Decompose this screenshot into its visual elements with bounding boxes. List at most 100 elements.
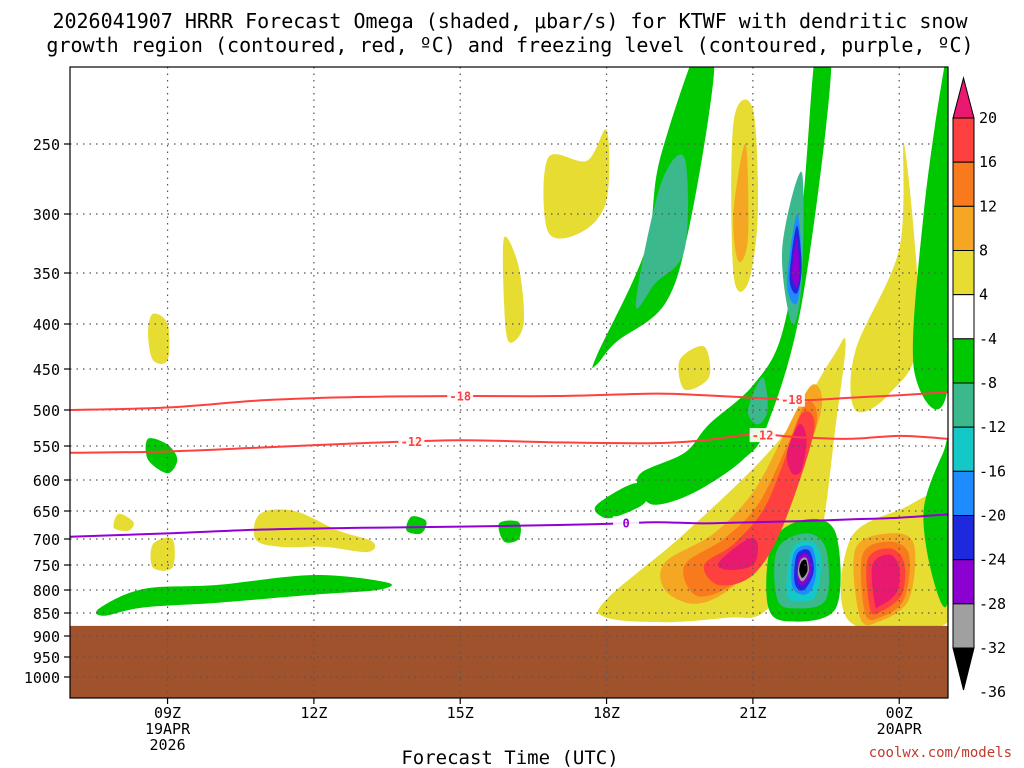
colorbar-swatch (952, 603, 975, 649)
contour-label-bg (447, 389, 474, 404)
contour-label: -12 (401, 435, 423, 449)
plot-area: -18 -18 -12 -12 0 (69, 66, 949, 699)
colorbar-label: -32 (979, 639, 1006, 657)
omega-region (683, 401, 818, 597)
omega-region (406, 516, 427, 535)
y-tick-label: 550 (33, 438, 60, 456)
omega-region (594, 483, 647, 519)
contour-lines: -18 -18 -12 -12 0 (69, 389, 949, 538)
colorbar-swatch (952, 559, 975, 605)
y-tick-label: 950 (33, 649, 60, 667)
colorbar-label: 4 (979, 286, 988, 304)
x-tick-label: 09Z (154, 704, 181, 722)
contour-label-bg (749, 428, 776, 443)
colorbar-swatch (952, 161, 975, 207)
omega-region (253, 509, 376, 553)
credit-link[interactable]: coolwx.com/models (869, 745, 1012, 761)
contour-label-bg (613, 516, 640, 531)
y-tick-label: 300 (33, 206, 60, 224)
colorbar-swatch (952, 470, 975, 517)
colorbar-label: -12 (979, 418, 1006, 436)
contour-freezing-level (69, 513, 949, 538)
omega-region (799, 559, 808, 578)
colorbar-swatch (952, 515, 975, 561)
y-tick-label: 900 (33, 628, 60, 646)
omega-region (717, 537, 759, 571)
omega-region (113, 513, 134, 531)
contour-label: -12 (752, 429, 774, 443)
omega-region (635, 154, 688, 309)
colorbar-label: 20 (979, 109, 997, 127)
omega-region (850, 142, 920, 413)
colorbar-swatch (952, 117, 975, 163)
omega-region (543, 129, 610, 239)
omega-region (145, 438, 178, 474)
colorbar-swatch (952, 294, 975, 340)
contour-label-bg (778, 392, 805, 407)
x-tick-label: 20APR (877, 720, 923, 738)
y-tick-label: 850 (33, 605, 60, 623)
colorbar-swatch (952, 250, 975, 296)
y-tick-label: 750 (33, 557, 60, 575)
grid-lines (70, 67, 948, 698)
colorbar-legend: 20 16 12 8 4 -4 -8 -12 -16 -20 -24 -28 -32 -36 (952, 76, 1006, 701)
x-tick-label: 12Z (300, 704, 327, 722)
y-tick-label: 700 (33, 531, 60, 549)
x-tick-label: 18Z (593, 704, 620, 722)
colorbar-label: -20 (979, 507, 1006, 525)
omega-region (96, 574, 392, 616)
y-tick-label: 650 (33, 503, 60, 521)
x-tick-label: 2026 (149, 736, 185, 754)
y-tick-label: 350 (33, 265, 60, 283)
colorbar-label: -8 (979, 374, 997, 392)
colorbar-swatch (952, 426, 975, 472)
contour-label-bg (398, 434, 425, 449)
x-tick-label: 15Z (447, 704, 474, 722)
title-line: 2026041907 HRRR Forecast Omega (shaded, … (52, 9, 968, 33)
colorbar-label: -28 (979, 595, 1006, 613)
y-tick-label: 250 (33, 136, 60, 154)
omega-region (150, 537, 175, 571)
colorbar-label: -4 (979, 330, 997, 348)
omega-region (660, 384, 823, 604)
colorbar-label: 12 (979, 197, 997, 215)
x-tick-label: 21Z (739, 704, 766, 722)
y-tick-label: 600 (33, 472, 60, 490)
colorbar-swatch (952, 205, 975, 251)
y-axis: 250 300 350 400 450 500 550 600 650 700 750 800 850 9… (24, 136, 70, 687)
plot-frame (69, 66, 949, 699)
title-line: growth region (contoured, red, ºC) and f… (46, 33, 973, 57)
omega-region (148, 313, 170, 364)
x-axis-label: Forecast Time (UTC) (401, 747, 618, 768)
omega-region (733, 143, 749, 263)
omega-region (502, 236, 525, 343)
colorbar-swatch (952, 647, 975, 691)
omega-region (678, 345, 711, 391)
omega-region (871, 554, 900, 609)
colorbar-label: -16 (979, 462, 1006, 480)
y-tick-label: 400 (33, 316, 60, 334)
colorbar-label: -36 (979, 683, 1006, 701)
colorbar-swatch (952, 382, 975, 428)
colorbar-label: 8 (979, 242, 988, 260)
y-tick-label: 450 (33, 361, 60, 379)
contour-label: -18 (781, 393, 803, 407)
y-tick-label: 500 (33, 402, 60, 420)
y-tick-label: 1000 (24, 669, 60, 687)
contour-dgz-minus18 (69, 390, 949, 411)
y-tick-label: 800 (33, 582, 60, 600)
contour-label: -18 (449, 390, 471, 404)
terrain-fill (70, 625, 948, 698)
x-tick-label: 19APR (145, 720, 191, 738)
omega-region (791, 237, 800, 289)
contour-dgz-minus12 (69, 433, 949, 454)
colorbar-swatch (952, 76, 975, 119)
x-tick-label: 00Z (886, 704, 913, 722)
colorbar-label: 16 (979, 153, 997, 171)
colorbar-label: -24 (979, 551, 1006, 569)
chart-title: 2026041907 HRRR Forecast Omega (shaded, … (46, 9, 973, 57)
contour-label: 0 (622, 517, 629, 531)
colorbar-swatch (952, 338, 975, 384)
